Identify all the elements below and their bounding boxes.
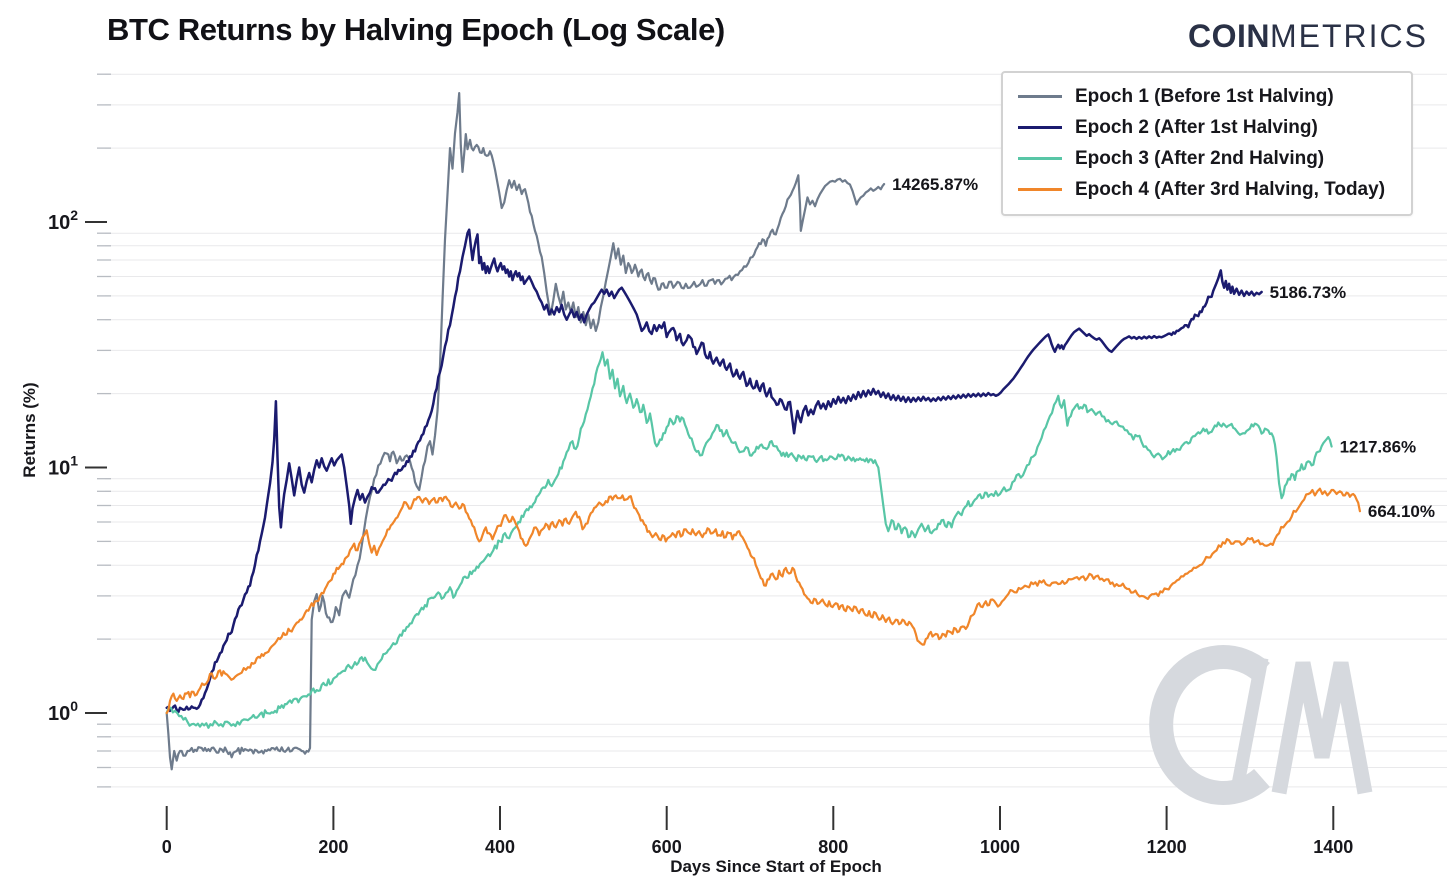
series-line-epoch-1 bbox=[165, 92, 886, 771]
legend-swatch-epoch-1 bbox=[1018, 95, 1062, 98]
legend-label-epoch-3: Epoch 3 (After 2nd Halving) bbox=[1075, 147, 1325, 169]
chart-title: BTC Returns by Halving Epoch (Log Scale) bbox=[107, 12, 725, 47]
end-label-epoch-3: 1217.86% bbox=[1340, 438, 1417, 457]
y-tick-label: 100 bbox=[48, 698, 78, 725]
x-ticks: 0 200 400 600 800 1000 1200 1400 bbox=[162, 806, 1353, 857]
x-tick-label: 1200 bbox=[1147, 837, 1187, 857]
legend-swatch-epoch-2 bbox=[1018, 126, 1062, 129]
legend-item-epoch-4: Epoch 4 (After 3rd Halving, Today) bbox=[1003, 174, 1411, 205]
legend-item-epoch-1: Epoch 1 (Before 1st Halving) bbox=[1003, 81, 1411, 112]
series-line-epoch-2 bbox=[165, 228, 1263, 714]
y-axis-title: Returns (%) bbox=[20, 382, 39, 478]
x-tick-label: 800 bbox=[818, 837, 848, 857]
end-label-epoch-2: 5186.73% bbox=[1270, 283, 1347, 302]
end-label-epoch-1: 14265.87% bbox=[892, 175, 978, 194]
logo-coin-text: COIN bbox=[1188, 18, 1270, 54]
legend-label-epoch-1: Epoch 1 (Before 1st Halving) bbox=[1075, 85, 1334, 107]
legend-swatch-epoch-4 bbox=[1018, 188, 1062, 191]
legend-label-epoch-4: Epoch 4 (After 3rd Halving, Today) bbox=[1075, 178, 1386, 200]
x-tick-label: 400 bbox=[485, 837, 515, 857]
y-tick-label: 101 bbox=[48, 453, 78, 480]
legend-item-epoch-2: Epoch 2 (After 1st Halving) bbox=[1003, 112, 1411, 143]
x-axis-title: Days Since Start of Epoch bbox=[670, 857, 882, 876]
x-tick-label: 0 bbox=[162, 837, 172, 857]
end-labels: 14265.87% 5186.73% 1217.86% 664.10% bbox=[892, 175, 1435, 521]
coinmetrics-logo: COINMETRICS bbox=[1188, 18, 1428, 55]
legend-swatch-epoch-3 bbox=[1018, 157, 1062, 160]
y-ticks: 100 101 102 bbox=[48, 207, 107, 725]
legend: Epoch 1 (Before 1st Halving) Epoch 2 (Af… bbox=[1001, 71, 1413, 216]
legend-label-epoch-2: Epoch 2 (After 1st Halving) bbox=[1075, 116, 1318, 138]
legend-item-epoch-3: Epoch 3 (After 2nd Halving) bbox=[1003, 143, 1411, 174]
x-tick-label: 600 bbox=[652, 837, 682, 857]
watermark bbox=[1149, 645, 1373, 805]
series-line-epoch-3 bbox=[165, 351, 1333, 729]
y-minor-ticks bbox=[97, 73, 111, 788]
x-tick-label: 1000 bbox=[980, 837, 1020, 857]
end-label-epoch-4: 664.10% bbox=[1368, 502, 1435, 521]
series-line-epoch-4 bbox=[165, 487, 1361, 715]
x-tick-label: 200 bbox=[318, 837, 348, 857]
series-lines bbox=[165, 92, 1361, 771]
y-tick-label: 102 bbox=[48, 207, 78, 234]
logo-metrics-text: METRICS bbox=[1270, 18, 1428, 54]
x-tick-label: 1400 bbox=[1313, 837, 1353, 857]
